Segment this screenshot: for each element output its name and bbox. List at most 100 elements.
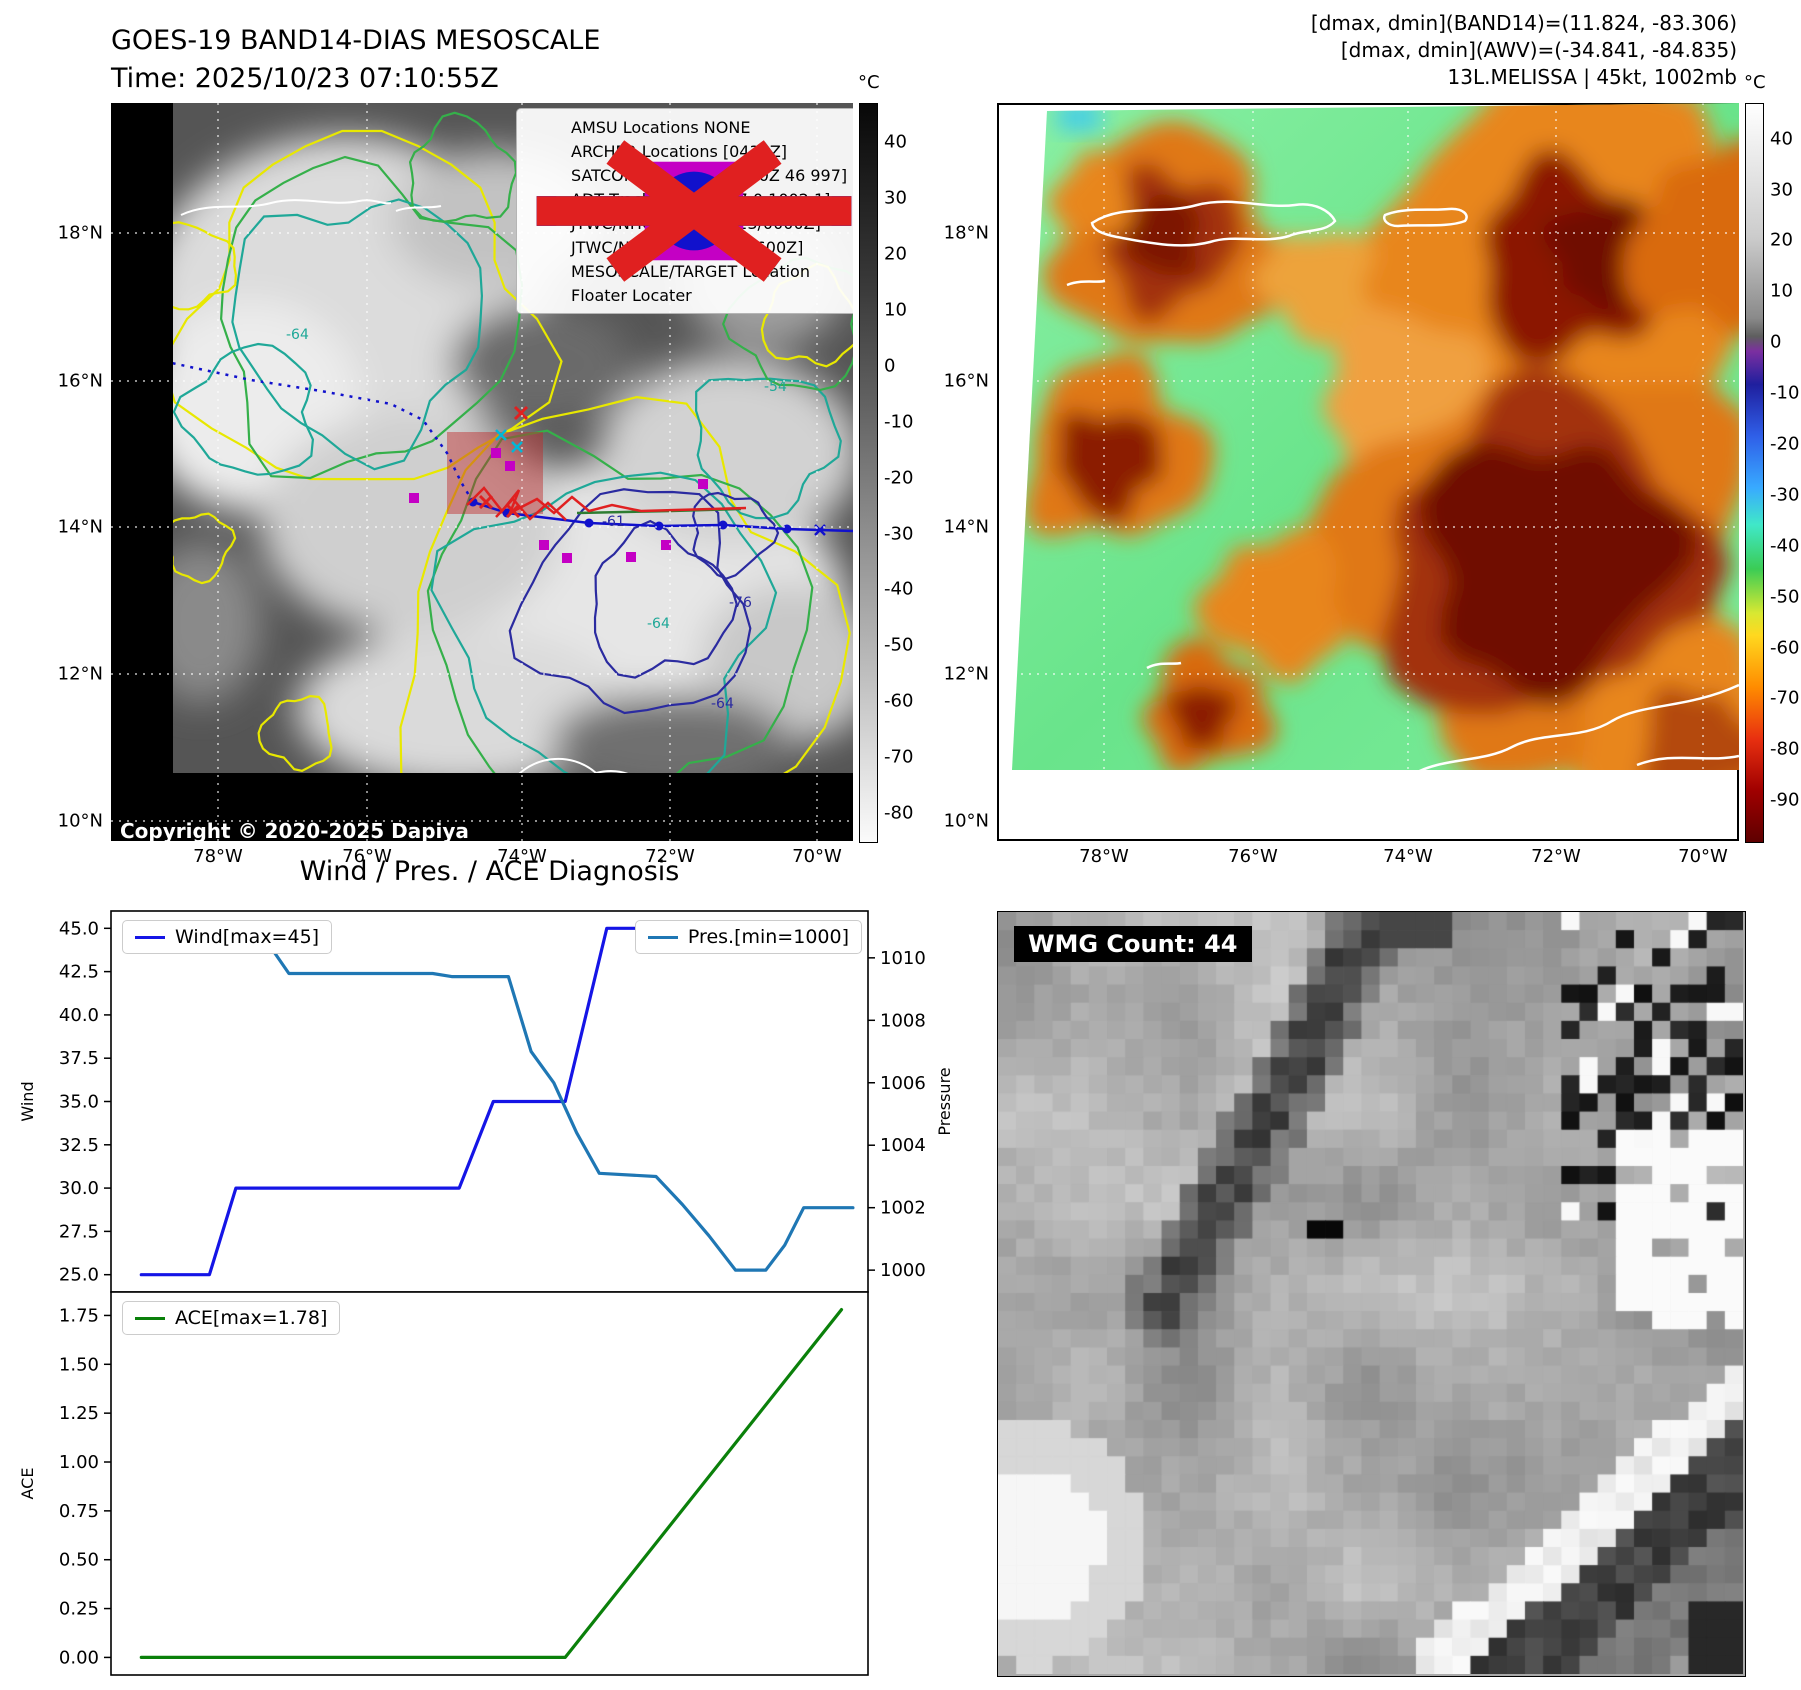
svg-text:-54: -54 (764, 379, 787, 395)
svg-text:-76: -76 (729, 595, 752, 611)
axis-tick-label: 35.0 (59, 1092, 99, 1113)
awv-colorbar-tick: -40 (1770, 535, 1800, 557)
ace-legend-label: ACE[max=1.78] (175, 1307, 328, 1329)
diagnosis-chart-title: Wind / Pres. / ACE Diagnosis (299, 856, 680, 887)
awv-colorbar-tick: 20 (1770, 229, 1793, 251)
band14-colorbar (859, 103, 878, 843)
awv-lon-label: 74°W (1383, 846, 1433, 867)
band14-colorbar-tick: -40 (884, 578, 914, 600)
band14-lat-label: 14°N (57, 516, 103, 538)
axis-tick-label: 45.0 (59, 918, 99, 939)
axis-tick-label: 1000 (880, 1260, 926, 1281)
wind-legend-label: Wind[max=45] (175, 926, 320, 948)
awv-colorbar-tick: 0 (1770, 331, 1782, 353)
band14-colorbar-tick: -70 (884, 746, 914, 768)
axis-tick-label: 27.5 (59, 1221, 99, 1242)
map-legend-label: Floater Locater (571, 285, 692, 305)
awv-map-image (997, 103, 1739, 841)
axis-tick-label: 40.0 (59, 1005, 99, 1026)
axis-tick-label: 1006 (880, 1073, 926, 1094)
contour-value-labels: -64 -54 -61 -76 -64 -64 (286, 327, 787, 712)
chart-plot-area (110, 1291, 869, 1676)
awv-header-block: [dmax, dmin](BAND14)=(11.824, -83.306) [… (997, 10, 1737, 91)
cold-cloud-tops (1023, 103, 1739, 770)
axis-label: ACE (18, 1468, 37, 1500)
axis-label: Pressure (935, 1067, 954, 1135)
axis-tick-label: 0.75 (59, 1501, 99, 1522)
svg-text:-64: -64 (711, 696, 734, 712)
coastlines (1066, 200, 1739, 770)
map-legend-item: Floater Locater (527, 196, 853, 306)
band14-lat-label: 16°N (57, 370, 103, 392)
band14-lon-label: 70°W (792, 846, 842, 867)
axis-tick-label: 0.00 (59, 1647, 99, 1668)
band14-satellite-map: -64 -54 -61 -76 -64 -64 AMSU Locations NONE AR… (111, 103, 853, 841)
red-line-icon (536, 196, 852, 226)
band14-colorbar-tick: 30 (884, 187, 907, 209)
awv-colorbar-tick: -80 (1770, 738, 1800, 760)
band14-colorbar-tick: -30 (884, 523, 914, 545)
ace-line-swatch (135, 1316, 165, 1320)
wind-line-swatch (135, 935, 165, 939)
awv-colorbar-tick: -10 (1770, 382, 1800, 404)
awv-colorbar-tick: 40 (1770, 128, 1793, 150)
awv-lon-label: 70°W (1678, 846, 1728, 867)
axis-tick-label: 1002 (880, 1198, 926, 1219)
awv-header-line2: [dmax, dmin](AWV)=(-34.841, -84.835) (1340, 38, 1737, 62)
pressure-legend: Pres.[min=1000] (634, 920, 862, 954)
wmg-count-badge: WMG Count: 44 (1014, 926, 1252, 962)
axis-tick-label: 42.5 (59, 962, 99, 983)
svg-text:-61: -61 (602, 514, 625, 530)
coastlines (180, 199, 629, 773)
storm-status-line: 13L.MELISSA | 45kt, 1002mb (1447, 65, 1737, 89)
band14-lat-label: 18°N (57, 222, 103, 244)
axis-tick-label: 30.0 (59, 1178, 99, 1199)
axis-label: Wind (18, 1081, 37, 1121)
svg-text:-64: -64 (286, 327, 309, 343)
series-line (139, 1307, 844, 1660)
axis-tick-label: 1008 (880, 1010, 926, 1031)
awv-lon-label: 78°W (1079, 846, 1129, 867)
axis-tick-label: 25.0 (59, 1265, 99, 1286)
awv-lat-label: 18°N (943, 222, 989, 244)
series-line (139, 926, 855, 1277)
band14-panel-time: Time: 2025/10/23 07:10:55Z (111, 63, 499, 94)
awv-colorbar-tick: -90 (1770, 789, 1800, 811)
axis-tick-label: 1010 (880, 948, 926, 969)
awv-colorbar-tick: 30 (1770, 179, 1793, 201)
band14-panel-title: GOES-19 BAND14-DIAS MESOSCALE (111, 25, 601, 56)
chart-plot-area (110, 910, 869, 1293)
awv-colorbar-tick: -60 (1770, 637, 1800, 659)
awv-header-line1: [dmax, dmin](BAND14)=(11.824, -83.306) (1310, 11, 1737, 35)
band14-colorbar-tick: -50 (884, 634, 914, 656)
awv-colorbar-tick: -70 (1770, 687, 1800, 709)
band14-colorbar-tick: -20 (884, 467, 914, 489)
band14-colorbar-tick: -80 (884, 802, 914, 824)
series-line (139, 928, 855, 1272)
axis-tick-label: 0.50 (59, 1550, 99, 1571)
axis-tick-label: 1.25 (59, 1403, 99, 1424)
axis-tick-label: 32.5 (59, 1135, 99, 1156)
band14-map-legend: AMSU Locations NONE ARCHER Locations [043… (516, 108, 853, 314)
awv-lat-label: 12°N (943, 663, 989, 685)
axis-tick-label: 1.75 (59, 1305, 99, 1326)
band14-colorbar-tick: -60 (884, 690, 914, 712)
latlon-grid (111, 103, 853, 841)
latlon-grid (1012, 103, 1739, 770)
band14-lon-label: 72°W (645, 846, 695, 867)
band14-lat-label: 10°N (57, 810, 103, 832)
band14-lon-label: 74°W (497, 846, 547, 867)
svg-text:-64: -64 (647, 616, 670, 632)
awv-colorbar (1745, 103, 1764, 843)
copyright-text: Copyright © 2020-2025 Dapiya (120, 819, 469, 841)
axis-tick-label: 1.00 (59, 1452, 99, 1473)
storm-track-markers (173, 362, 853, 563)
awv-lon-label: 72°W (1531, 846, 1581, 867)
band14-lat-label: 12°N (57, 663, 103, 685)
ace-legend: ACE[max=1.78] (122, 1301, 341, 1335)
awv-colorbar-tick: -20 (1770, 433, 1800, 455)
band14-colorbar-tick: 40 (884, 131, 907, 153)
awv-lat-label: 16°N (943, 370, 989, 392)
awv-colorbar-tick: -50 (1770, 586, 1800, 608)
